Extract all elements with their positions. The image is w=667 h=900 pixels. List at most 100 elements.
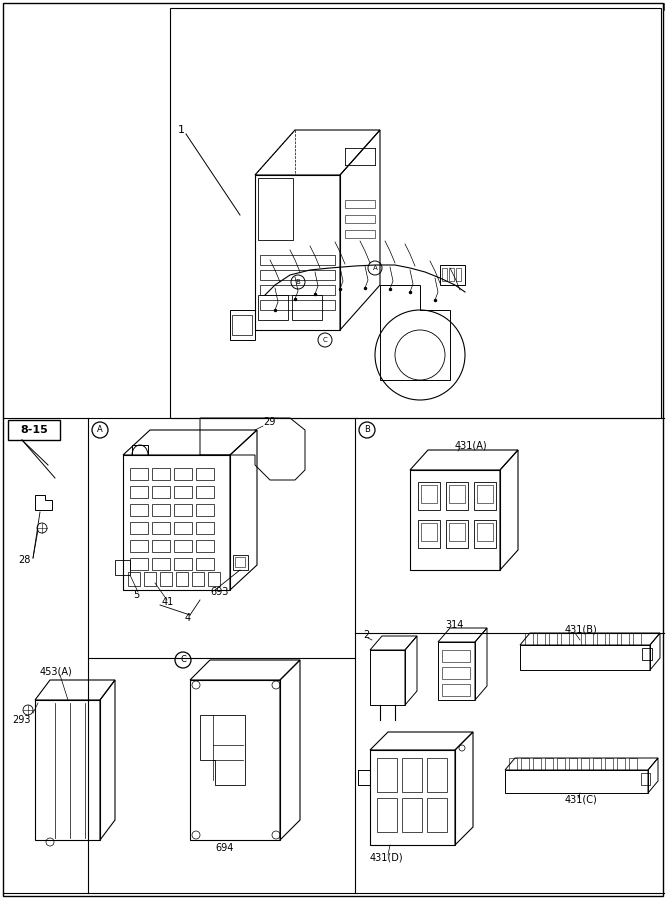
Bar (402, 758, 422, 792)
Text: A: A (97, 426, 103, 435)
Bar (130, 558, 148, 570)
Bar (418, 482, 440, 510)
Text: 4: 4 (185, 613, 191, 623)
Bar (196, 486, 214, 498)
Bar (569, 758, 577, 770)
Bar (533, 758, 541, 770)
Bar (442, 684, 470, 696)
Bar (260, 300, 335, 310)
Bar (427, 758, 447, 792)
Bar (152, 522, 170, 534)
Bar (174, 558, 192, 570)
Bar (642, 648, 652, 660)
Bar (477, 485, 493, 503)
Bar (152, 468, 170, 480)
Bar (345, 200, 375, 208)
Text: 314: 314 (445, 620, 464, 630)
Bar (345, 215, 375, 223)
Bar (474, 520, 496, 548)
Text: 453(A): 453(A) (40, 667, 73, 677)
Bar (152, 504, 170, 516)
Bar (509, 758, 517, 770)
Bar (174, 486, 192, 498)
Bar (196, 540, 214, 552)
Bar (446, 520, 468, 548)
Bar (597, 633, 605, 645)
Bar (174, 540, 192, 552)
Bar (192, 572, 204, 586)
Bar (196, 522, 214, 534)
Bar (421, 523, 437, 541)
Bar (418, 520, 440, 548)
Bar (208, 572, 220, 586)
Bar (421, 485, 437, 503)
Bar (174, 522, 192, 534)
Bar (442, 650, 470, 662)
Bar (377, 798, 397, 832)
Bar (525, 633, 533, 645)
Bar (449, 523, 465, 541)
Bar (174, 468, 192, 480)
Bar (130, 504, 148, 516)
Bar (260, 270, 335, 280)
Bar (585, 633, 593, 645)
Bar (130, 522, 148, 534)
Bar (176, 572, 188, 586)
Text: 694: 694 (215, 843, 233, 853)
Bar (521, 758, 529, 770)
Bar (605, 758, 613, 770)
Text: B: B (364, 426, 370, 435)
Bar (152, 558, 170, 570)
Bar (232, 315, 252, 335)
Bar (446, 482, 468, 510)
Text: 431(A): 431(A) (455, 440, 488, 450)
Polygon shape (200, 715, 245, 785)
Bar (8, 420, 60, 440)
Bar (537, 633, 545, 645)
Text: 8-15: 8-15 (20, 425, 48, 435)
Bar (449, 268, 454, 281)
Text: 693: 693 (210, 587, 228, 597)
Bar (152, 486, 170, 498)
Bar (377, 758, 397, 792)
Bar (160, 572, 172, 586)
Bar (130, 540, 148, 552)
Text: 28: 28 (18, 555, 31, 565)
Text: B: B (295, 279, 300, 285)
Bar (258, 295, 288, 320)
Text: 293: 293 (12, 715, 31, 725)
Bar (130, 468, 148, 480)
Bar (345, 230, 375, 238)
Bar (170, 8, 661, 418)
Bar (474, 482, 496, 510)
Bar (449, 485, 465, 503)
Bar (196, 504, 214, 516)
Text: C: C (323, 337, 327, 343)
Bar (477, 523, 493, 541)
Bar (128, 572, 140, 586)
Bar (442, 667, 470, 679)
Bar (549, 633, 557, 645)
Bar (152, 540, 170, 552)
Bar (174, 504, 192, 516)
Text: 1: 1 (178, 125, 185, 135)
Bar (621, 633, 629, 645)
Bar (593, 758, 601, 770)
Bar (427, 798, 447, 832)
Bar (196, 558, 214, 570)
Text: A: A (373, 265, 378, 271)
Bar (573, 633, 581, 645)
Text: 29: 29 (263, 417, 275, 427)
Bar (442, 268, 447, 281)
Bar (561, 633, 569, 645)
Bar (402, 798, 422, 832)
Bar (260, 285, 335, 295)
Bar (292, 295, 322, 320)
Bar (456, 268, 461, 281)
Text: 5: 5 (133, 590, 139, 600)
Bar (581, 758, 589, 770)
Bar (641, 773, 650, 785)
Bar (235, 557, 245, 567)
Bar (617, 758, 625, 770)
Bar (629, 758, 637, 770)
